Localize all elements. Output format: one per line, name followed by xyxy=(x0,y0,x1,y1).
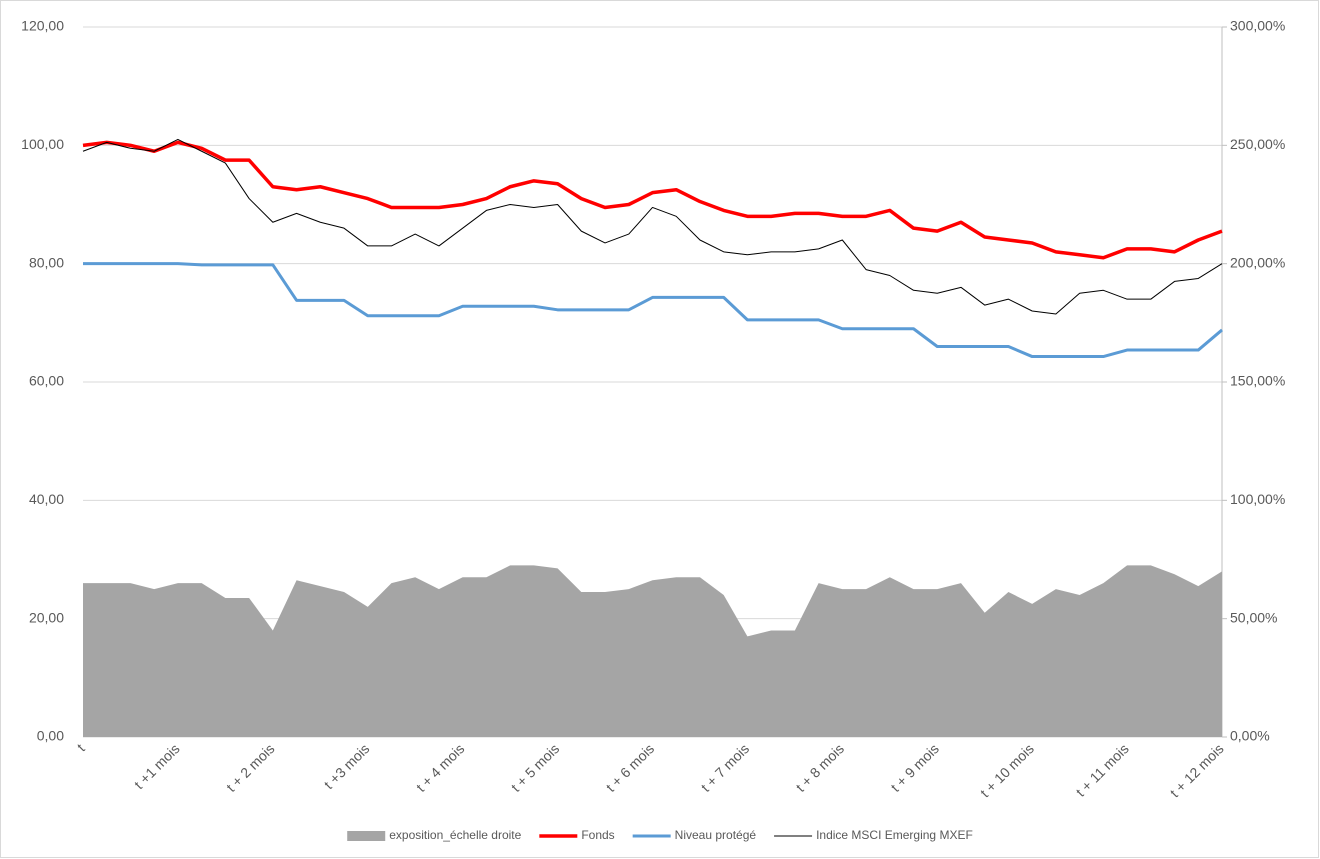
y-tick-label: 20,00 xyxy=(29,609,64,625)
y-tick-label: 0,00 xyxy=(37,728,64,744)
area xyxy=(83,565,1222,737)
y-tick-label: 120,00 xyxy=(21,18,64,34)
y-tick-label: 100,00 xyxy=(21,136,64,152)
legend-label: exposition_échelle droite xyxy=(389,828,521,842)
y2-tick-label: 150,00% xyxy=(1230,373,1285,389)
line xyxy=(82,140,1223,260)
line xyxy=(82,138,1223,315)
y2-tick-label: 300,00% xyxy=(1230,18,1285,34)
legend-label: Indice MSCI Emerging MXEF xyxy=(816,828,973,842)
y2-tick-label: 50,00% xyxy=(1230,609,1277,625)
y2-tick-label: 100,00% xyxy=(1230,491,1285,507)
y-tick-label: 40,00 xyxy=(29,491,64,507)
y2-tick-label: 200,00% xyxy=(1230,254,1285,270)
y2-tick-label: 250,00% xyxy=(1230,136,1285,152)
y-tick-label: 60,00 xyxy=(29,373,64,389)
line xyxy=(83,262,1223,359)
legend: exposition_échelle droite Fonds Niveau pro… xyxy=(347,828,973,842)
legend-label: Niveau protégé xyxy=(675,828,757,842)
y2-tick-label: 0,00% xyxy=(1230,728,1270,744)
legend-swatch xyxy=(347,831,386,841)
legend-label: Fonds xyxy=(581,828,614,842)
y-tick-label: 80,00 xyxy=(29,254,64,270)
